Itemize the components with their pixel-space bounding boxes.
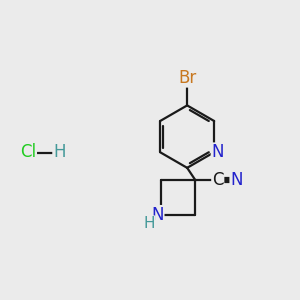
Text: Cl: Cl <box>20 143 36 161</box>
Text: N: N <box>212 143 224 161</box>
Text: N: N <box>151 206 164 224</box>
Text: N: N <box>230 171 243 189</box>
Text: H: H <box>53 143 66 161</box>
Text: H: H <box>143 216 155 231</box>
Text: Br: Br <box>178 69 196 87</box>
Text: C: C <box>212 171 224 189</box>
